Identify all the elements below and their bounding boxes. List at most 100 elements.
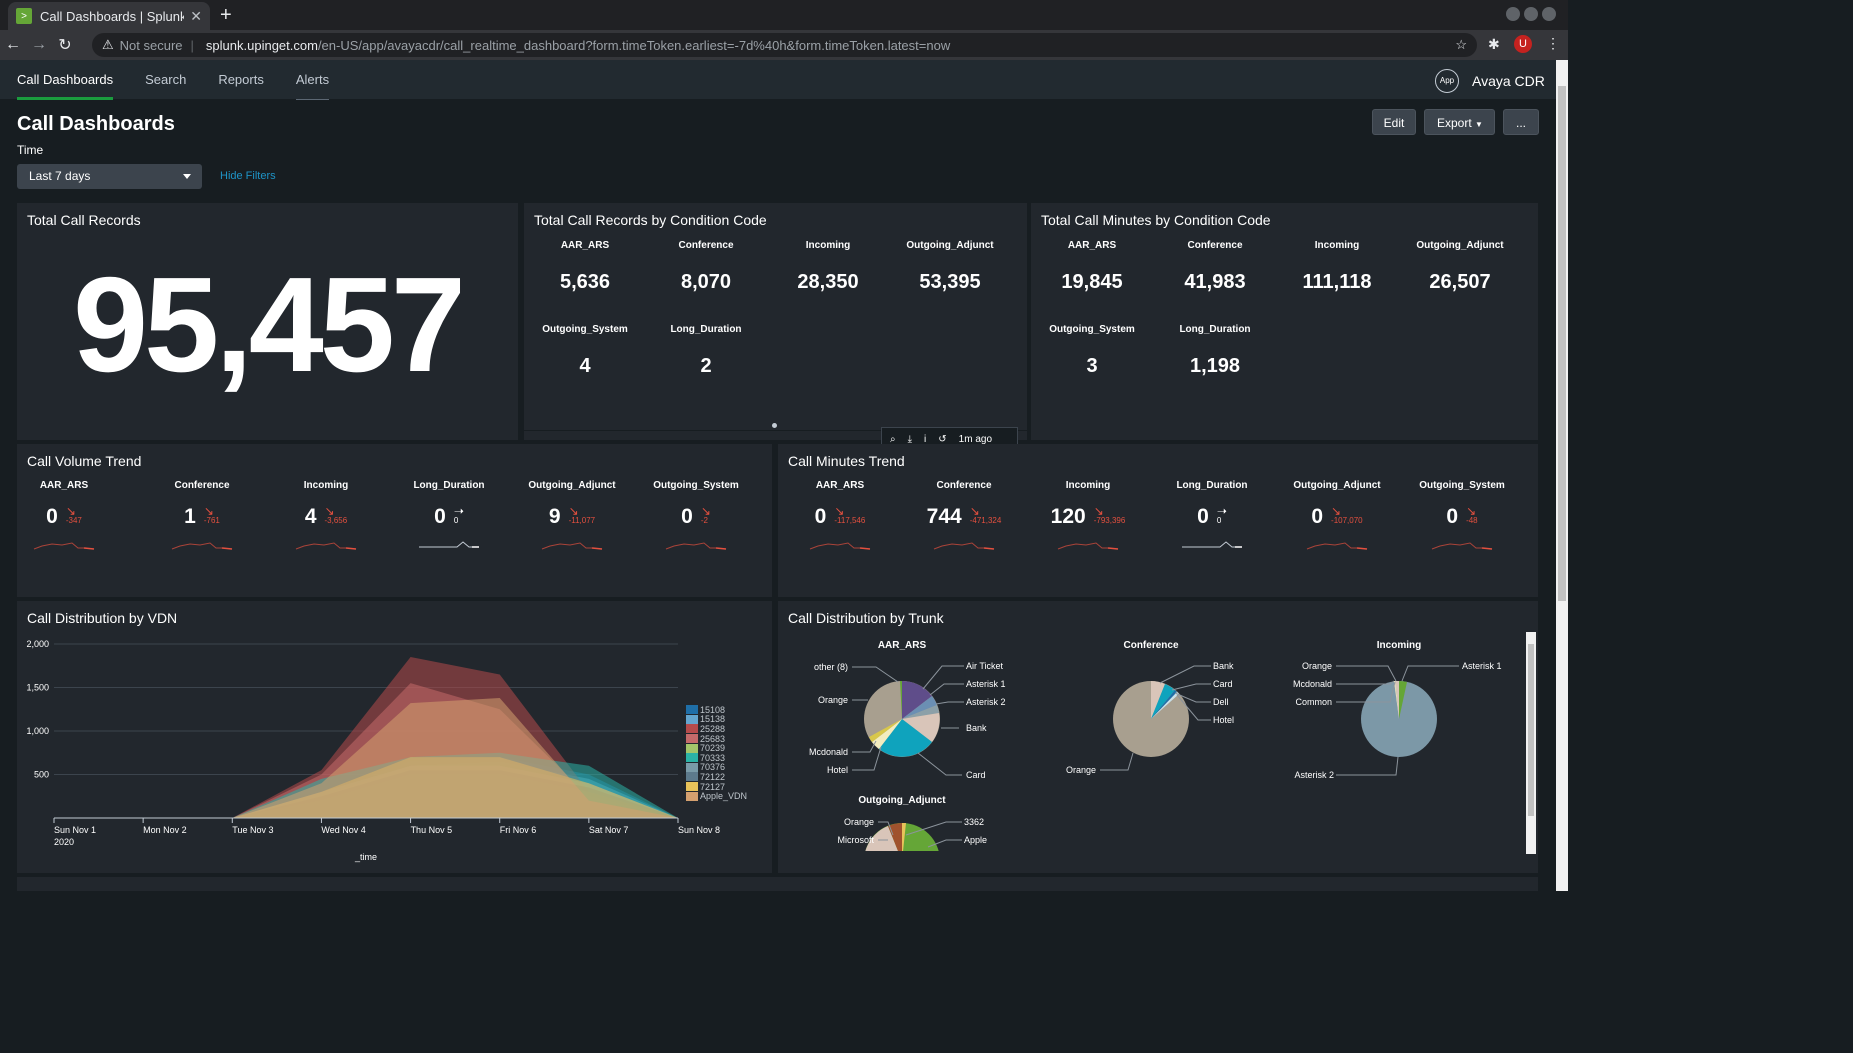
arrow-down-right-icon: ↘ bbox=[65, 504, 76, 518]
close-window-icon[interactable] bbox=[1542, 7, 1556, 21]
pie-leaders bbox=[878, 821, 962, 848]
page-scrollbar[interactable] bbox=[1556, 60, 1568, 891]
trend-label: Long_Duration bbox=[413, 480, 485, 491]
legend-item[interactable]: Apple_VDN bbox=[686, 791, 747, 801]
arrow-down-right-icon: ↘ bbox=[1093, 504, 1104, 518]
url-host: splunk.upinget.com bbox=[205, 37, 318, 53]
browser-menu-icon[interactable]: ⋮ bbox=[1546, 35, 1560, 51]
pie-label: Air Ticket bbox=[966, 661, 1004, 671]
refresh-icon[interactable]: ↺ bbox=[938, 433, 947, 445]
single-value-outgoing-system: Outgoing_System 4 bbox=[524, 324, 646, 378]
more-actions-button[interactable]: ... bbox=[1503, 109, 1539, 135]
nav-call-dashboards[interactable]: Call Dashboards bbox=[17, 60, 114, 100]
trend-conference: Conference 744 ↘ -471,324 bbox=[902, 480, 1026, 553]
legend-swatch bbox=[686, 753, 698, 763]
trend-outgoing-system: Outgoing_System 0 ↘ -2 bbox=[634, 480, 758, 553]
page-scrollbar-thumb[interactable] bbox=[1558, 86, 1566, 601]
minutes-by-condition-panel: Total Call Minutes by Condition Code AAR… bbox=[1031, 203, 1538, 440]
delta-value: -761 bbox=[203, 516, 220, 525]
url-field[interactable]: ⚠ Not secure | splunk.upinget.com/en-US/… bbox=[92, 33, 1477, 57]
browser-tab[interactable]: > Call Dashboards | Splunk ✕ bbox=[8, 2, 210, 30]
extensions-icon[interactable]: ✱ bbox=[1488, 36, 1500, 52]
pie-title: AAR_ARS bbox=[878, 640, 927, 651]
minimize-window-icon[interactable] bbox=[1506, 7, 1520, 21]
security-label: Not secure bbox=[119, 37, 183, 53]
info-icon[interactable]: i bbox=[924, 433, 927, 445]
pie-label: Mcdonald bbox=[1293, 679, 1332, 689]
trend-conference: Conference 1 ↘ -761 bbox=[140, 480, 264, 553]
page-title: Call Dashboards bbox=[17, 113, 175, 135]
legend-item[interactable]: 72127 bbox=[686, 782, 747, 792]
sparkline bbox=[809, 542, 871, 550]
pie-aar-ars[interactable] bbox=[864, 680, 940, 757]
legend-item[interactable]: 15108 bbox=[686, 705, 747, 715]
trend-delta: ↘ -793,396 bbox=[1094, 505, 1126, 525]
close-tab-icon[interactable]: ✕ bbox=[190, 7, 202, 24]
legend-item[interactable]: 70239 bbox=[686, 743, 747, 753]
value-number: 111,118 bbox=[1302, 271, 1372, 293]
search-icon[interactable]: ⌕ bbox=[890, 433, 896, 445]
x-tick-label: Fri Nov 6 bbox=[500, 825, 537, 835]
trunk-panel-scrollbar[interactable] bbox=[1526, 632, 1536, 854]
legend-item[interactable]: 70376 bbox=[686, 762, 747, 772]
profile-avatar[interactable]: U bbox=[1514, 35, 1532, 53]
delta-value: 0 bbox=[453, 516, 459, 525]
nav-reports[interactable]: Reports bbox=[218, 72, 264, 87]
delta-value: -107,070 bbox=[1331, 516, 1363, 525]
legend-item[interactable]: 25288 bbox=[686, 724, 747, 734]
legend-item[interactable]: 72122 bbox=[686, 772, 747, 782]
arrow-right-icon: ➝ bbox=[1216, 504, 1227, 518]
trend-label: AAR_ARS bbox=[39, 480, 89, 491]
resize-dot-icon[interactable] bbox=[772, 423, 777, 428]
pie-leaders bbox=[1336, 665, 1459, 776]
edit-button[interactable]: Edit bbox=[1372, 109, 1416, 135]
pie-slice-dell bbox=[1151, 690, 1177, 719]
delta-value: -793,396 bbox=[1093, 516, 1126, 525]
app-badge-icon[interactable]: App bbox=[1435, 69, 1459, 93]
value-label: Long_Duration bbox=[1179, 324, 1251, 335]
app-name[interactable]: Avaya CDR bbox=[1472, 73, 1545, 89]
pie-conference[interactable] bbox=[1113, 681, 1189, 757]
bookmark-star-icon[interactable]: ☆ bbox=[1455, 37, 1467, 52]
export-button[interactable]: Export ▼ bbox=[1424, 109, 1495, 135]
trunk-panel-scrollbar-thumb[interactable] bbox=[1528, 644, 1534, 816]
nav-search[interactable]: Search bbox=[145, 72, 187, 87]
legend-item[interactable]: 15138 bbox=[686, 714, 747, 724]
legend-label: 72127 bbox=[700, 781, 726, 792]
pie-label: 3362 bbox=[964, 817, 984, 827]
sparkline bbox=[1306, 542, 1368, 550]
maximize-window-icon[interactable] bbox=[1524, 7, 1538, 21]
pie-leaders bbox=[852, 665, 964, 776]
pie-incoming[interactable] bbox=[1361, 680, 1437, 757]
pie-label: Card bbox=[966, 770, 986, 780]
legend-label: 15108 bbox=[700, 704, 726, 715]
new-tab-icon[interactable]: + bbox=[220, 4, 232, 26]
hide-filters-link[interactable]: Hide Filters bbox=[220, 170, 276, 182]
vdn-area-chart[interactable]: 500 1,000 1,500 2,000 Sun Nov 1 2020 Mon Nov 2… bbox=[17, 601, 772, 873]
time-range-picker[interactable]: Last 7 days bbox=[17, 164, 202, 189]
address-bar: ← → ↻ ⚠ Not secure | splunk.upinget.com/… bbox=[0, 30, 1568, 60]
reload-icon[interactable]: ↻ bbox=[58, 37, 72, 54]
trend-long-duration: Long_Duration 0 ➝ 0 bbox=[387, 480, 511, 553]
x-tick-label: Wed Nov 4 bbox=[321, 825, 365, 835]
back-icon[interactable]: ← bbox=[5, 36, 21, 53]
legend-swatch bbox=[686, 724, 698, 734]
x-axis-title: _time bbox=[354, 852, 377, 862]
download-icon[interactable]: ⤓ bbox=[907, 433, 913, 445]
area-series-apple_vdn[interactable] bbox=[54, 697, 678, 818]
chevron-down-icon bbox=[183, 174, 191, 179]
forward-icon[interactable]: → bbox=[31, 36, 47, 53]
trunk-pie-charts[interactable]: AAR_ARS other (8) Orange Mcdonald Hote bbox=[778, 629, 1523, 851]
legend-item[interactable]: 25683 bbox=[686, 734, 747, 744]
legend-item[interactable]: 70333 bbox=[686, 753, 747, 763]
delta-value: 0 bbox=[1216, 516, 1222, 525]
sparkline bbox=[541, 542, 603, 550]
y-tick-label: 2,000 bbox=[26, 639, 49, 649]
pie-label: other (8) bbox=[814, 662, 848, 672]
sparkline bbox=[419, 541, 479, 548]
trend-value: 0 bbox=[681, 505, 693, 528]
panel-title: Call Volume Trend bbox=[27, 453, 142, 469]
nav-alerts[interactable]: Alerts bbox=[295, 60, 330, 100]
trend-value: 1 bbox=[184, 505, 196, 528]
legend-label: 72122 bbox=[700, 771, 726, 782]
